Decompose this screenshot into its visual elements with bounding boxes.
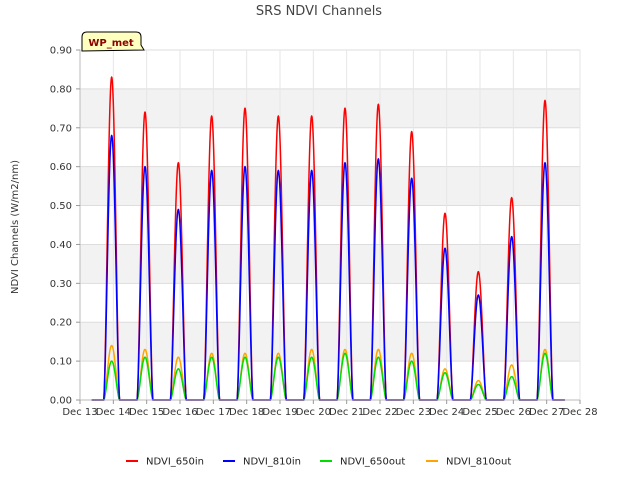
legend: NDVI_650in NDVI_810in NDVI_650out NDVI_810o… (126, 457, 511, 468)
y-tick-label: 0.50 (50, 201, 72, 212)
y-axis-title: NDVI Channels (W/m2/nm) (10, 160, 21, 294)
x-tick-label: Dec 17 (196, 407, 231, 418)
plot-band (80, 88, 580, 128)
x-tick-label: Dec 13 (62, 407, 97, 418)
x-tick-label: Dec 27 (529, 407, 564, 418)
y-tick-label: 0.60 (50, 162, 72, 173)
plot-band (80, 322, 580, 362)
x-tick-label: Dec 21 (329, 407, 364, 418)
plot-band (80, 244, 580, 284)
legend-label-NDVI_810out: NDVI_810out (446, 457, 511, 468)
legend-label-NDVI_810in: NDVI_810in (243, 457, 301, 468)
plot-band (80, 166, 580, 206)
plot-area (80, 50, 580, 400)
badge-background (81, 31, 145, 52)
y-tick-label: 0.20 (50, 318, 72, 329)
y-tick-label: 0.70 (50, 123, 72, 134)
x-tick-label: Dec 20 (296, 407, 331, 418)
y-tick-label: 0.10 (50, 357, 72, 368)
x-tick-label: Dec 26 (496, 407, 531, 418)
y-tick-labels: 0.00 0.10 0.20 0.30 0.40 0.50 0.60 0.70 0.80 0.90 (50, 46, 80, 407)
legend-label-NDVI_650out: NDVI_650out (340, 457, 405, 468)
x-tick-label: Dec 24 (429, 407, 464, 418)
y-tick-label: 0.30 (50, 279, 72, 290)
x-tick-label: Dec 18 (229, 407, 264, 418)
x-tick-label: Dec 28 (562, 407, 597, 418)
wp-met-badge: WP_met (81, 31, 145, 52)
x-tick-label: Dec 19 (262, 407, 297, 418)
x-tick-label: Dec 14 (96, 407, 131, 418)
x-tick-label: Dec 25 (462, 407, 497, 418)
y-tick-label: 0.80 (50, 84, 72, 95)
x-tick-label: Dec 15 (129, 407, 164, 418)
y-tick-label: 0.40 (50, 240, 72, 251)
legend-label-NDVI_650in: NDVI_650in (146, 457, 204, 468)
chart-title: SRS NDVI Channels (256, 4, 382, 19)
y-tick-label: 0.90 (50, 46, 72, 57)
y-tick-label: 0.00 (50, 396, 72, 407)
x-tick-label: Dec 23 (396, 407, 431, 418)
x-tick-label: Dec 16 (162, 407, 197, 418)
x-tick-label: Dec 22 (362, 407, 397, 418)
axes (79, 50, 580, 401)
grid-lines (79, 49, 581, 401)
badge-label: WP_met (88, 38, 134, 49)
